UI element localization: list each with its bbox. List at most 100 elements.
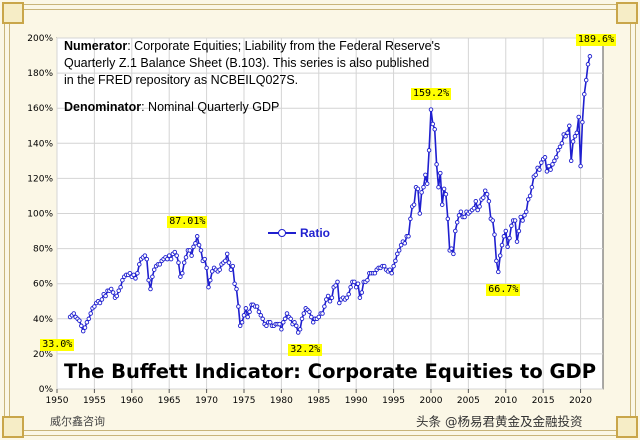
corner-ornament-bottom-right xyxy=(616,416,638,438)
data-point xyxy=(576,114,581,120)
data-point xyxy=(82,325,88,330)
data-point xyxy=(574,130,580,136)
x-tick-label: 1955 xyxy=(83,396,106,406)
numerator-note-line2: Quarterly Z.1 Balance Sheet (B.103). Thi… xyxy=(64,56,430,70)
data-point xyxy=(194,234,200,239)
data-point xyxy=(524,209,529,214)
x-tick-label: 1980 xyxy=(270,396,293,406)
data-point xyxy=(555,148,561,153)
data-point xyxy=(563,134,568,139)
data-point xyxy=(327,299,333,304)
data-point xyxy=(84,320,90,325)
data-point xyxy=(402,241,408,246)
data-point xyxy=(232,281,237,286)
data-point xyxy=(436,184,441,190)
data-point xyxy=(174,253,179,258)
data-point xyxy=(583,77,589,83)
data-point xyxy=(297,327,303,332)
data-point xyxy=(310,320,316,325)
data-point xyxy=(209,269,215,274)
data-point xyxy=(202,256,207,262)
data-point xyxy=(546,163,552,169)
data-point xyxy=(419,190,424,195)
data-point xyxy=(281,320,286,325)
data-point xyxy=(288,316,293,322)
data-point xyxy=(116,288,121,293)
data-point xyxy=(582,91,587,97)
data-point xyxy=(572,134,578,139)
data-point xyxy=(307,309,312,315)
data-point xyxy=(372,270,378,276)
data-point xyxy=(344,295,350,300)
data-point xyxy=(454,220,460,225)
x-tick-label: 1960 xyxy=(120,396,143,406)
data-point xyxy=(497,253,503,258)
data-point xyxy=(71,311,77,316)
data-point xyxy=(473,198,479,204)
data-point xyxy=(88,311,93,316)
data-point xyxy=(176,260,181,265)
data-point xyxy=(228,267,234,272)
data-point xyxy=(77,318,82,323)
watermark-left: 威尔鑫咨询 xyxy=(50,415,105,428)
x-tick-label: 1995 xyxy=(382,396,405,406)
data-point xyxy=(490,218,495,223)
data-point xyxy=(217,267,222,272)
data-point xyxy=(415,186,421,192)
data-point xyxy=(481,195,486,200)
data-point xyxy=(398,242,404,248)
x-tick-label: 1985 xyxy=(307,396,330,406)
data-point xyxy=(165,256,170,262)
data-point xyxy=(365,277,370,283)
data-point xyxy=(146,277,151,283)
data-point xyxy=(482,188,488,193)
data-point xyxy=(99,297,105,302)
data-point xyxy=(434,162,439,167)
data-point xyxy=(80,328,86,334)
x-tick-label: 1975 xyxy=(233,396,256,406)
denominator-text: : Nominal Quarterly GDP xyxy=(141,100,280,114)
data-point xyxy=(247,309,252,315)
data-point xyxy=(494,258,499,264)
numerator-note: Numerator: Corporate Equities; Liability… xyxy=(64,38,440,55)
data-point xyxy=(172,249,178,255)
data-point xyxy=(432,127,437,132)
data-point xyxy=(516,228,522,234)
data-point xyxy=(294,323,299,329)
data-point xyxy=(206,284,211,290)
data-point xyxy=(299,316,305,322)
data-point xyxy=(346,291,351,297)
data-point xyxy=(550,162,555,167)
data-point xyxy=(441,186,447,192)
data-point xyxy=(395,251,400,257)
data-point xyxy=(236,304,241,309)
peak-trough-label: 33.0% xyxy=(40,339,75,352)
data-point xyxy=(421,184,426,190)
data-point xyxy=(316,314,322,320)
chart-title: The Buffett Indicator: Corporate Equitie… xyxy=(63,360,597,383)
data-point xyxy=(423,172,428,178)
data-point xyxy=(224,251,230,257)
series-ratio xyxy=(67,54,593,335)
data-point xyxy=(348,284,353,290)
y-tick-label: 200% xyxy=(27,34,53,44)
y-tick-label: 0% xyxy=(39,385,54,395)
x-tick-label: 2020 xyxy=(569,396,592,406)
data-point xyxy=(387,267,393,272)
data-point xyxy=(525,197,531,202)
data-point xyxy=(559,141,565,146)
data-point xyxy=(539,160,544,165)
data-point xyxy=(284,311,290,316)
data-point xyxy=(565,130,570,136)
axes: 0% 20% 40% 60% 80% 100% 120% 140% 160% 180% 200% 19… xyxy=(27,34,592,406)
data-point xyxy=(426,148,432,153)
data-point xyxy=(554,155,559,160)
data-point xyxy=(133,276,138,281)
data-point xyxy=(456,213,462,218)
data-point xyxy=(168,256,174,262)
data-point xyxy=(187,248,193,253)
data-point xyxy=(237,323,243,329)
data-point xyxy=(260,316,265,322)
data-point xyxy=(180,270,185,276)
data-point xyxy=(234,286,239,292)
